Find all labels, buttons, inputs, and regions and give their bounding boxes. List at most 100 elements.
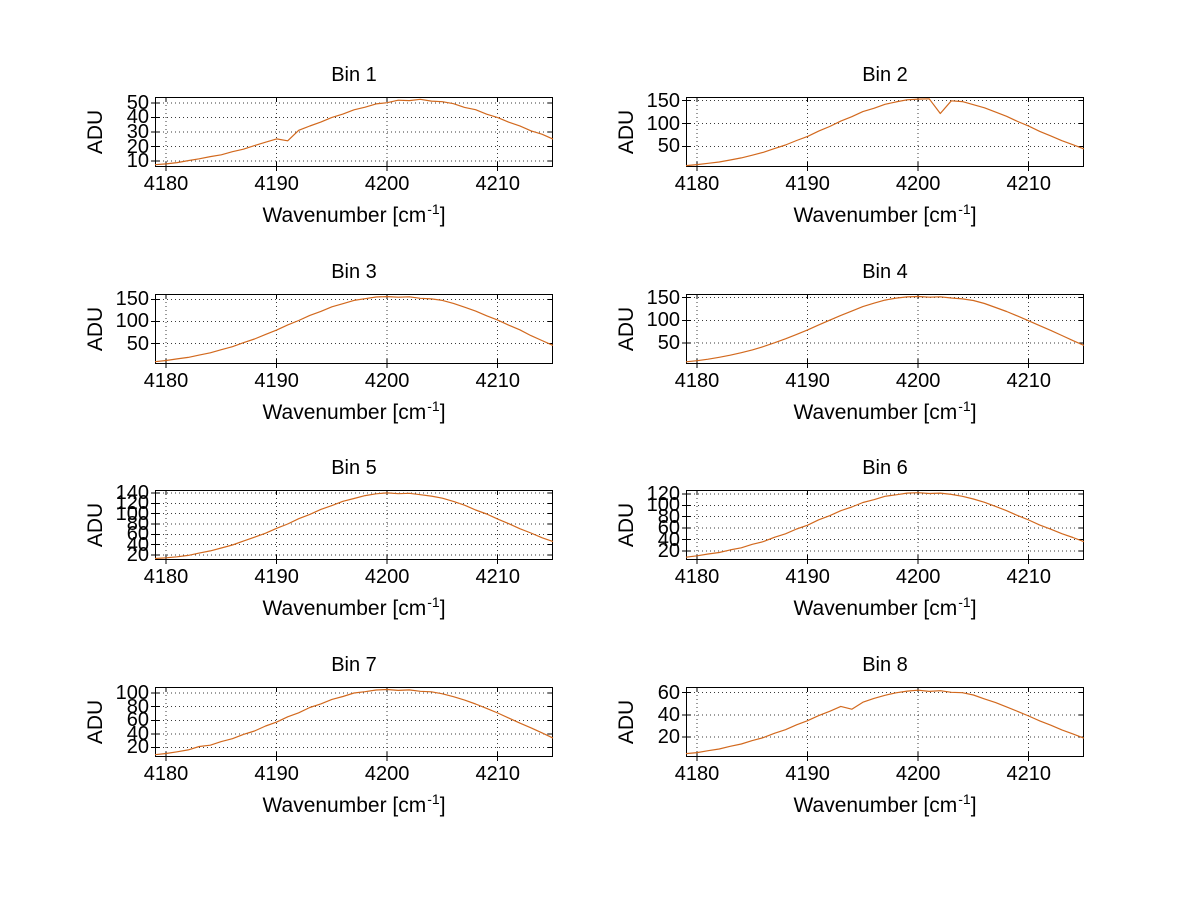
axes-canvas [682,97,1085,171]
y-tick-label: 20 [657,539,680,562]
axes-area [151,687,554,761]
x-tick-label: 4180 [674,763,720,785]
x-axis-label-superscript: -1 [427,201,440,217]
axes-area [682,294,1085,368]
x-tick-label: 4190 [785,173,830,195]
y-tick-label: 150 [646,89,680,112]
x-axis-label: Wavenumber [cm-1] [204,201,504,230]
y-tick-label: 50 [126,332,149,355]
axes-box [686,687,1084,757]
x-tick-label: 4210 [1006,173,1051,195]
y-tick-label: 20 [126,135,149,158]
x-axis-label-superscript: -1 [958,791,971,807]
x-tick-label: 4180 [674,566,720,588]
axes-area [151,294,554,368]
axes-area [682,97,1085,171]
x-axis-label: Wavenumber [cm-1] [735,398,1035,427]
x-tick-label: 4180 [143,763,189,785]
axes-box [686,490,1084,560]
y-axis-label: ADU [615,306,638,352]
axes-canvas [151,97,554,171]
y-tick-label: 60 [657,517,680,540]
x-axis-label: Wavenumber [cm-1] [204,594,504,623]
x-tick-label: 4180 [674,370,720,392]
axes-box [686,294,1084,364]
x-tick-label: 4200 [895,763,941,785]
x-tick-label: 4210 [475,566,520,588]
axes-box [686,97,1084,167]
y-axis-label: ADU [84,502,107,548]
x-axis-label-close: ] [970,204,977,227]
x-axis-label-superscript: -1 [427,594,440,610]
x-axis-label-superscript: -1 [958,201,971,217]
axes-area [151,490,554,564]
y-axis-label: ADU [84,109,107,155]
x-tick-label: 4190 [785,763,830,785]
x-axis-label: Wavenumber [cm-1] [735,594,1035,623]
x-tick-label: 4210 [1006,763,1051,785]
x-tick-label: 4200 [364,763,410,785]
x-axis-label-close: ] [439,597,446,620]
x-axis-label: Wavenumber [cm-1] [204,791,504,820]
y-tick-label: 150 [646,286,680,309]
y-tick-label: 40 [657,703,680,726]
axes-canvas [151,687,554,761]
x-tick-label: 4200 [895,370,941,392]
y-axis-label: ADU [615,699,638,745]
x-axis-label: Wavenumber [cm-1] [204,398,504,427]
spectrum-curve [154,492,554,560]
axes-canvas [682,294,1085,368]
y-tick-label: 140 [115,482,149,505]
axes-area [151,97,554,171]
y-tick-label: 100 [115,502,149,525]
x-axis-label-close: ] [439,794,446,817]
y-tick-label: 40 [126,722,149,745]
x-tick-label: 4200 [364,173,410,195]
x-tick-label: 4180 [143,566,189,588]
subplot-title: Bin 1 [331,64,377,86]
x-axis-label-superscript: -1 [958,594,971,610]
spectrum-curve [154,688,554,756]
x-tick-label: 4210 [475,370,520,392]
x-axis-label-superscript: -1 [427,791,440,807]
x-tick-label: 4210 [1006,370,1051,392]
subplot-title: Bin 3 [331,261,377,283]
x-axis-label-base: Wavenumber [cm [793,597,958,620]
axes-box [155,97,553,167]
y-tick-label: 50 [657,135,680,158]
y-tick-label: 10 [126,150,149,173]
y-tick-label: 150 [115,288,149,311]
x-axis-label-base: Wavenumber [cm [793,794,958,817]
y-tick-label: 60 [126,523,149,546]
x-axis-label-base: Wavenumber [cm [262,794,427,817]
x-tick-label: 4190 [254,566,299,588]
x-axis-label-close: ] [970,597,977,620]
y-tick-label: 60 [126,709,149,732]
x-tick-label: 4180 [674,173,720,195]
y-tick-label: 50 [126,91,149,114]
x-axis-label-close: ] [439,401,446,424]
y-tick-label: 80 [126,695,149,718]
spectrum-curve [154,98,554,166]
axes-box [155,687,553,757]
y-tick-label: 50 [657,332,680,355]
spectrum-curve [685,295,1085,363]
x-tick-label: 4200 [895,173,941,195]
y-tick-label: 60 [657,681,680,704]
y-tick-label: 40 [126,533,149,556]
subplot-title: Bin 8 [862,654,908,676]
x-tick-label: 4200 [364,566,410,588]
axes-box [155,294,553,364]
y-tick-label: 120 [646,482,680,505]
x-tick-label: 4180 [143,370,189,392]
x-tick-label: 4190 [785,566,830,588]
y-tick-label: 100 [646,494,680,517]
subplot-title: Bin 6 [862,457,908,479]
x-axis-label-superscript: -1 [427,398,440,414]
